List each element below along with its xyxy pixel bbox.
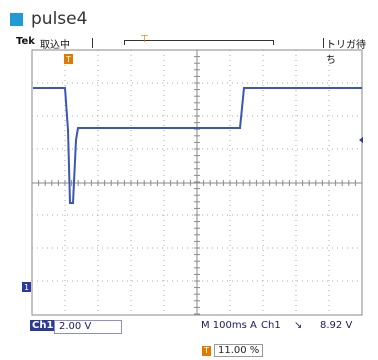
figure-caption: pulse4 (10, 9, 87, 29)
svg-text:1: 1 (24, 283, 29, 292)
horizontal-position-value: 11.00 % (214, 344, 264, 357)
ch1-trace (33, 87, 362, 204)
trigger-position-icon: ⊤ (140, 34, 149, 45)
caption-text: pulse4 (31, 9, 88, 29)
axis-ticks (31, 49, 356, 315)
channel-ground-marker-icon: 1 (22, 282, 31, 292)
trigger-state: トリガ待ち (326, 40, 366, 66)
brand-label: Tek (16, 36, 35, 47)
trigger-level-arrow-icon (359, 137, 363, 143)
scope-readout-bar: Ch1 2.00 V M 100ms A Ch1 ↘ 8.92 V (30, 320, 370, 334)
timebase: M 100ms (201, 320, 247, 331)
trigger-slope-icon: ↘ (294, 320, 303, 331)
trigger-t-icon: T (202, 345, 211, 356)
divider (92, 38, 93, 48)
svg-text:T: T (65, 55, 71, 64)
record-window-indicator (124, 40, 274, 45)
horizontal-position-readout: T 11.00 % (202, 344, 264, 357)
volts-per-div: 2.00 V (54, 320, 122, 334)
caption-square-icon (10, 12, 23, 26)
acquire-state: 取込中 (40, 40, 70, 51)
scope-status-bar: Tek 取込中 ⊤ トリガ待ち (12, 34, 370, 66)
trigger-position-marker-icon: T (64, 54, 73, 64)
divider (323, 38, 324, 48)
trigger-channel: Ch1 (261, 320, 281, 331)
channel-tag[interactable]: Ch1 (30, 320, 56, 331)
trigger-level: 8.92 V (320, 320, 353, 331)
trigger-source-prefix: A (250, 320, 257, 331)
